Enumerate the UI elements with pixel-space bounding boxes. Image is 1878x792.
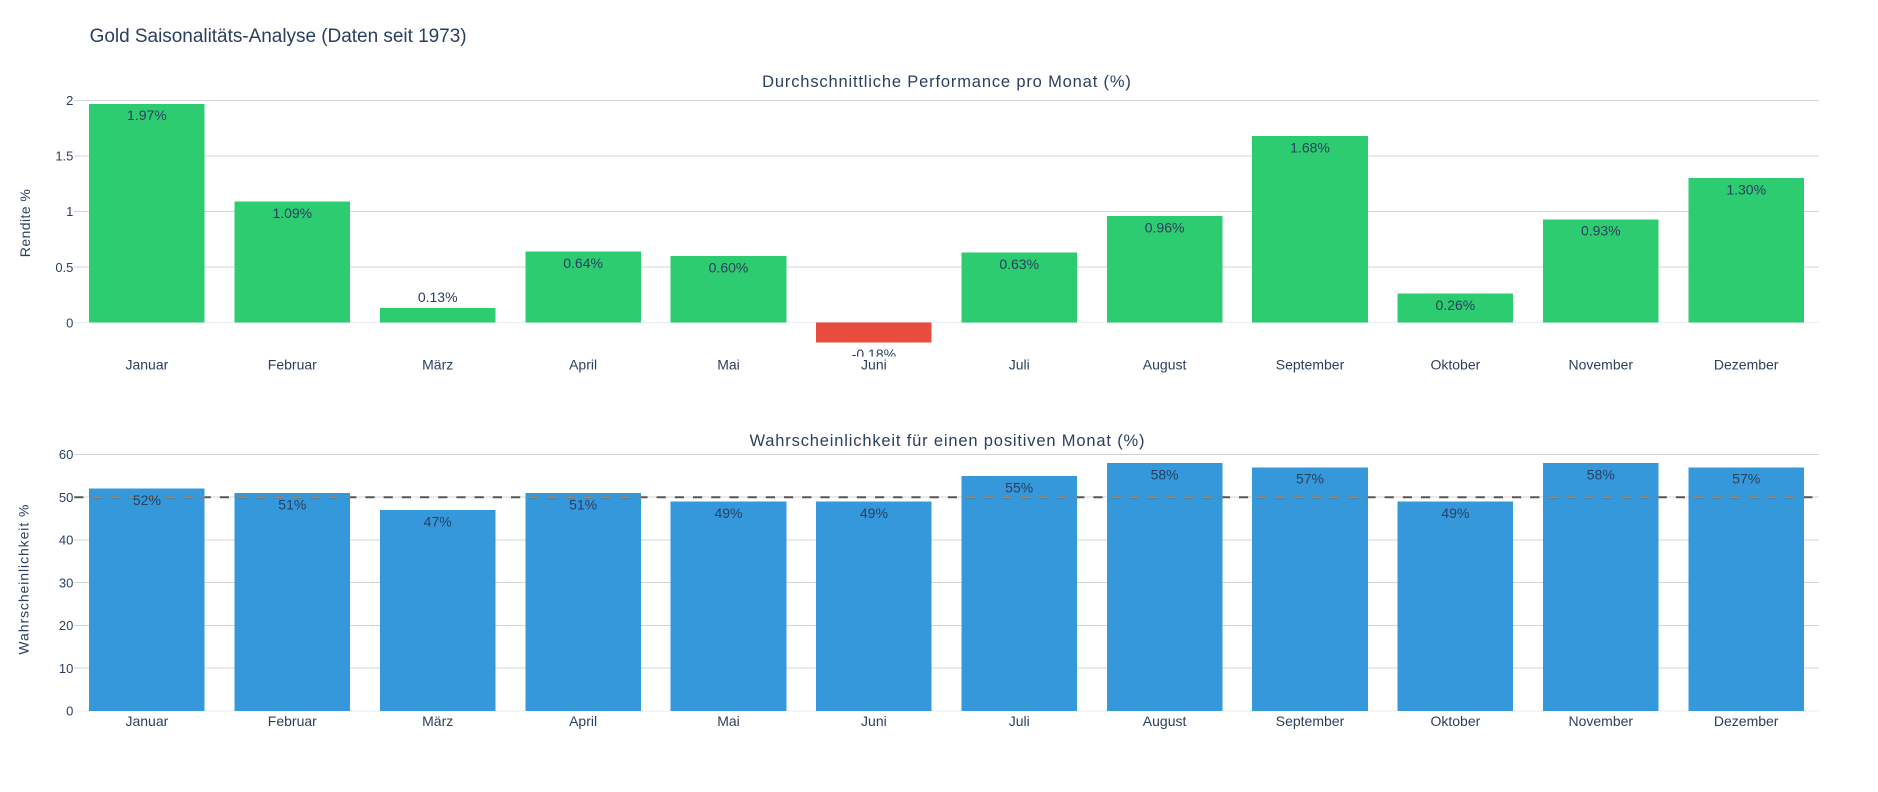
svg-text:Wahrscheinlichkeit %: Wahrscheinlichkeit % (16, 505, 32, 655)
svg-text:60: 60 (59, 447, 73, 462)
svg-text:0.5: 0.5 (55, 260, 73, 275)
svg-text:0.96%: 0.96% (1145, 219, 1185, 235)
svg-text:47%: 47% (424, 514, 452, 530)
svg-text:März: März (422, 713, 453, 729)
svg-text:Mai: Mai (717, 713, 740, 729)
svg-text:55%: 55% (1005, 479, 1033, 495)
svg-text:Februar: Februar (268, 357, 317, 373)
svg-text:März: März (422, 357, 453, 373)
svg-text:0.26%: 0.26% (1436, 297, 1476, 313)
svg-text:Gold Saisonalitäts-Analyse (Da: Gold Saisonalitäts-Analyse (Daten seit 1… (90, 26, 467, 47)
svg-text:49%: 49% (860, 505, 888, 521)
svg-text:1.5: 1.5 (55, 149, 73, 164)
svg-text:April: April (569, 713, 597, 729)
svg-text:September: September (1276, 713, 1345, 729)
svg-text:30: 30 (59, 575, 73, 590)
svg-text:August: August (1143, 357, 1187, 373)
svg-text:49%: 49% (1441, 505, 1469, 521)
svg-text:1.97%: 1.97% (127, 107, 167, 123)
svg-text:10: 10 (59, 661, 73, 676)
svg-text:51%: 51% (569, 496, 597, 512)
svg-text:Juni: Juni (861, 357, 887, 373)
svg-text:September: September (1276, 357, 1345, 373)
svg-text:1.09%: 1.09% (272, 205, 312, 221)
svg-text:Oktober: Oktober (1430, 357, 1480, 373)
svg-text:Januar: Januar (125, 357, 168, 373)
svg-text:-0.18%: -0.18% (852, 346, 896, 362)
svg-text:49%: 49% (714, 505, 742, 521)
svg-text:2: 2 (66, 93, 73, 108)
svg-text:Januar: Januar (125, 713, 168, 729)
svg-text:40: 40 (59, 533, 73, 548)
svg-text:58%: 58% (1587, 467, 1615, 483)
svg-text:1: 1 (66, 204, 73, 219)
svg-text:Mai: Mai (717, 357, 740, 373)
svg-text:0.93%: 0.93% (1581, 223, 1621, 239)
svg-text:20: 20 (59, 618, 73, 633)
svg-text:Juli: Juli (1009, 357, 1030, 373)
svg-text:Durchschnittliche Performance: Durchschnittliche Performance pro Monat … (762, 73, 1131, 91)
svg-text:0.13%: 0.13% (418, 289, 458, 305)
svg-text:August: August (1143, 713, 1187, 729)
svg-text:November: November (1569, 357, 1634, 373)
svg-text:November: November (1569, 713, 1634, 729)
svg-text:0.64%: 0.64% (563, 255, 603, 271)
svg-text:57%: 57% (1732, 471, 1760, 487)
svg-text:0: 0 (66, 704, 73, 719)
svg-text:1.68%: 1.68% (1290, 139, 1330, 155)
svg-text:Juni: Juni (861, 713, 887, 729)
svg-text:50: 50 (59, 490, 73, 505)
svg-text:Juli: Juli (1009, 713, 1030, 729)
svg-text:Rendite %: Rendite % (17, 189, 33, 257)
svg-text:April: April (569, 357, 597, 373)
svg-text:Februar: Februar (268, 713, 317, 729)
svg-text:0.60%: 0.60% (709, 259, 749, 275)
svg-text:51%: 51% (278, 496, 306, 512)
svg-text:Dezember: Dezember (1714, 713, 1779, 729)
svg-text:Oktober: Oktober (1430, 713, 1480, 729)
svg-text:Wahrscheinlichkeit für einen p: Wahrscheinlichkeit für einen positiven M… (750, 432, 1145, 450)
svg-text:52%: 52% (133, 492, 161, 508)
svg-text:0.63%: 0.63% (999, 256, 1039, 272)
svg-text:1.30%: 1.30% (1726, 182, 1766, 198)
svg-text:58%: 58% (1151, 467, 1179, 483)
svg-text:0: 0 (66, 315, 73, 330)
svg-text:Dezember: Dezember (1714, 357, 1779, 373)
svg-text:57%: 57% (1296, 471, 1324, 487)
